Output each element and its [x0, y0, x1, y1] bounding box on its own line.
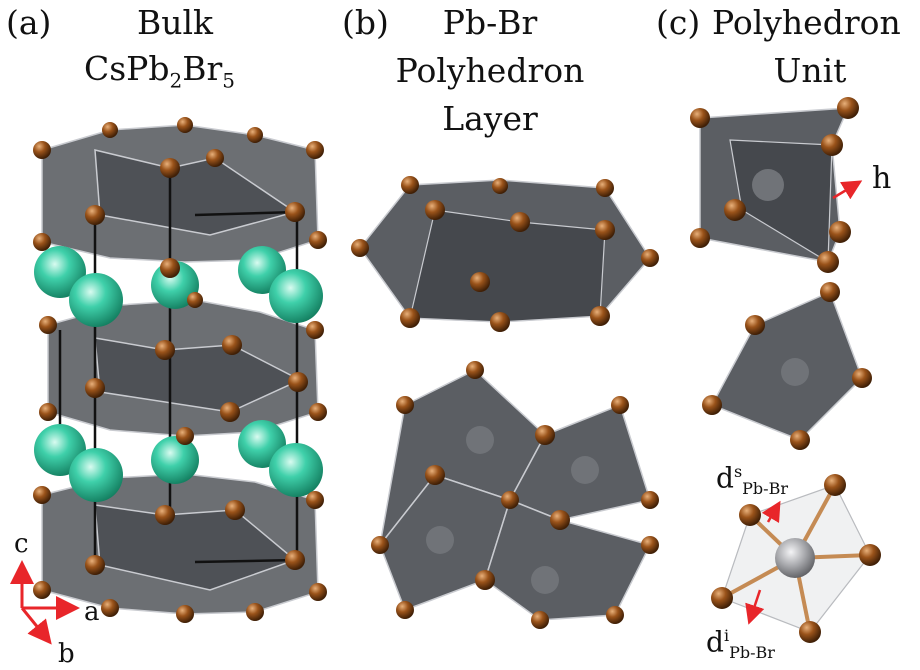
axis-label-c: c — [14, 529, 29, 559]
layer-side-view — [351, 176, 659, 332]
axis-label-b: b — [58, 639, 75, 669]
unit-bond-diagram — [711, 474, 881, 643]
pb-br-layer-top — [41, 124, 319, 263]
height-label: h — [872, 161, 891, 196]
bond-length-inner-label: diPb-Br — [706, 625, 775, 662]
panel-c-tag: (c) — [656, 3, 701, 42]
unit-polyhedron-top — [702, 282, 872, 450]
panel-a-title: Bulk — [137, 3, 214, 42]
panel-b-title-2: Polyhedron — [395, 51, 585, 90]
pb-br-layer-bottom — [41, 473, 319, 615]
unit-polyhedron-side — [690, 97, 863, 273]
panel-a-formula: CsPb2Br5 — [84, 49, 236, 93]
br-atoms-bulk — [33, 117, 327, 623]
panel-a-tag: (a) — [6, 3, 52, 42]
pb-br-layer-middle — [47, 299, 319, 437]
bulk-structure: c a b — [9, 117, 327, 669]
panel-b-tag: (b) — [342, 3, 389, 42]
panel-b-title-1: Pb-Br — [442, 3, 538, 42]
panel-c-title-1: Polyhedron — [712, 3, 901, 42]
axis-triad — [9, 560, 80, 645]
layer-top-view — [371, 361, 659, 629]
panel-c-title-2: Unit — [773, 51, 847, 90]
panel-b-title-3: Layer — [442, 99, 538, 138]
axis-label-a: a — [84, 597, 100, 627]
bond-length-surface-label: dsPb-Br — [716, 461, 788, 498]
